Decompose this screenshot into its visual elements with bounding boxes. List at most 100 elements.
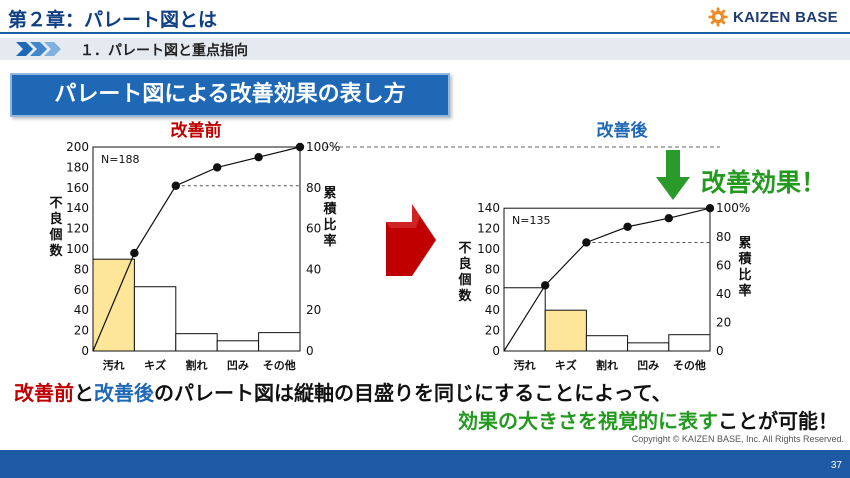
bar-5 — [668, 334, 711, 352]
y-tick-label: 20 — [74, 324, 89, 338]
section-band — [0, 38, 850, 60]
y-axis-title-char: 個 — [457, 272, 471, 288]
sample-size-label: N=188 — [101, 153, 139, 166]
bar-5 — [258, 332, 301, 352]
cumulative-line — [503, 207, 711, 352]
header-rule — [0, 32, 850, 34]
cumulative-point-4 — [254, 153, 263, 162]
chevron-arrows-icon — [16, 42, 61, 56]
message-emphasis: 効果の大きさを視覚的に表す — [458, 409, 718, 433]
y2-tick-label: 40 — [306, 262, 321, 276]
bar-2 — [133, 286, 177, 352]
chapter-title: 第２章：パレート図とは — [8, 9, 218, 31]
message-after-term: 改善後 — [94, 381, 154, 405]
y-axis-title-char: 良 — [49, 211, 62, 227]
slide-title: パレート図による改善効果の表し方 — [54, 82, 406, 107]
y-tick-label: 40 — [485, 303, 500, 317]
y2-axis-title-char: 積 — [322, 201, 337, 217]
gear-icon — [708, 7, 728, 27]
y2-axis-title-char: 累 — [738, 235, 751, 251]
plot-frame — [92, 146, 301, 352]
y2-tick-label: 80 — [716, 230, 731, 244]
title-box — [10, 73, 450, 117]
y-axis-title-char: 数 — [49, 243, 63, 259]
chart-title: 改善後 — [597, 120, 649, 141]
y-axis-title-char: 良 — [458, 256, 471, 272]
message-line-1: 改善前と改善後のパレート図は縦軸の目盛りを同じにすることによって、 — [14, 377, 672, 406]
x-tick-label: 割れ — [186, 358, 208, 372]
cumulative-point-5 — [295, 142, 305, 152]
message-line-1-rest: のパレート図は縦軸の目盛りを同じにすることによって、 — [154, 381, 672, 405]
y2-tick-label: 60 — [306, 222, 321, 236]
message-line-2-rest: ことが可能！ — [718, 409, 838, 433]
x-tick-label: 凹み — [637, 359, 659, 372]
y2-axis-title-char: 率 — [323, 233, 336, 249]
y-axis-title-char: 不 — [458, 241, 471, 256]
y2-axis-title-char: 比 — [323, 217, 336, 233]
y-tick-label: 160 — [66, 181, 89, 195]
cumulative-point-4 — [664, 213, 673, 223]
company-logo: KAIZEN BASE — [708, 5, 838, 29]
cumulative-point-1 — [130, 248, 139, 258]
y2-axis-title-char: 率 — [738, 283, 751, 299]
bar-3 — [175, 333, 218, 352]
x-tick-label: 凹み — [227, 359, 249, 372]
y-tick-label: 20 — [485, 324, 500, 338]
y2-tick-label: 60 — [716, 258, 731, 272]
logo-text: KAIZEN BASE — [733, 8, 838, 26]
x-tick-label: 汚れ — [103, 358, 125, 372]
y-tick-label: 100 — [66, 242, 89, 256]
y-tick-label: 60 — [485, 283, 500, 297]
y2-axis-title-char: 積 — [737, 251, 752, 267]
y2-tick-label: 0 — [306, 344, 314, 358]
plot-frame — [503, 207, 711, 352]
y-tick-label: 120 — [477, 222, 500, 236]
y-axis-title-char: 個 — [48, 227, 62, 243]
x-tick-label: その他 — [263, 358, 296, 372]
x-tick-label: キズ — [555, 358, 577, 372]
message-conjunction: と — [74, 381, 94, 405]
y-tick-label: 0 — [81, 344, 89, 358]
cumulative-point-2 — [171, 181, 180, 190]
x-tick-label: 割れ — [596, 358, 618, 372]
y2-tick-label: 20 — [306, 303, 321, 317]
y2-tick-label: 80 — [306, 181, 321, 195]
cumulative-point-5 — [705, 204, 715, 213]
x-tick-label: その他 — [673, 358, 706, 372]
copyright: Copyright © KAIZEN BASE, Inc. All Rights… — [631, 434, 844, 444]
y2-tick-label: 0 — [716, 344, 724, 358]
y2-tick-label: 40 — [716, 287, 731, 301]
y2-tick-label: 20 — [716, 315, 731, 329]
arrow-down-icon — [656, 150, 690, 200]
cumulative-point-3 — [213, 163, 222, 172]
message-before-term: 改善前 — [14, 381, 74, 405]
y-tick-label: 80 — [485, 262, 500, 276]
y-tick-label: 100 — [477, 242, 500, 256]
x-tick-label: 汚れ — [514, 358, 536, 372]
cumulative-line — [92, 146, 301, 352]
y-axis-title-char: 数 — [458, 288, 472, 304]
cumulative-point-2 — [582, 238, 591, 247]
cumulative-point-1 — [541, 281, 550, 290]
bar-4 — [216, 340, 260, 352]
y-tick-label: 40 — [74, 303, 89, 317]
cumulative-point-3 — [623, 222, 632, 231]
x-tick-label: キズ — [144, 358, 166, 372]
y-tick-label: 120 — [66, 222, 89, 236]
effect-label: 改善効果！ — [701, 168, 826, 197]
y2-axis-title-char: 累 — [323, 185, 336, 201]
footer-bar — [0, 450, 850, 478]
bar-3 — [585, 335, 629, 352]
bar-4 — [627, 342, 670, 352]
y-tick-label: 140 — [477, 201, 500, 215]
y-tick-label: 180 — [66, 160, 89, 174]
pareto-chart-before: 改善前 N=188 0 20 40 60 80 100 120 140 160 180 200 0 20 40… — [48, 120, 340, 372]
sample-size-label: N=135 — [512, 214, 550, 227]
chart-title: 改善前 — [171, 120, 222, 141]
y-axis-title-char: 不 — [49, 196, 62, 211]
bar-2 — [544, 309, 587, 352]
y2-tick-label: 100% — [716, 201, 750, 215]
message-line-2: 効果の大きさを視覚的に表すことが可能！ — [458, 405, 838, 434]
y2-tick-label: 100% — [306, 140, 340, 154]
